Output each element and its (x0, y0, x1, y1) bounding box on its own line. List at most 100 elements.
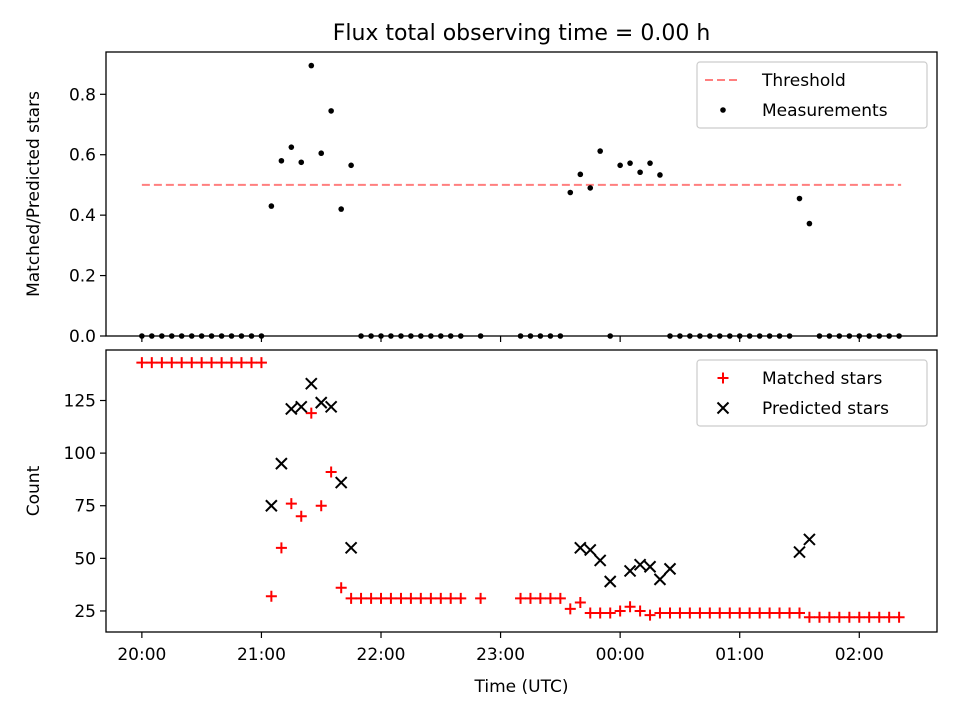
data-point (866, 333, 873, 339)
data-point (574, 541, 587, 555)
data-point (216, 357, 228, 369)
data-point (248, 333, 255, 339)
data-point (148, 333, 155, 339)
data-point (517, 333, 524, 339)
data-point (186, 357, 198, 369)
data-point (324, 400, 338, 414)
legend-marker-swatch (717, 372, 729, 384)
legend: Matched stars Predicted stars (696, 359, 928, 427)
data-point (418, 333, 424, 339)
data-point (226, 357, 238, 369)
data-point (447, 333, 454, 339)
data-point (643, 560, 657, 573)
data-point (285, 402, 298, 416)
y-tick-label: 0.4 (69, 206, 96, 226)
data-point (358, 333, 364, 339)
data-point (647, 160, 653, 166)
data-point (813, 611, 825, 623)
data-point (714, 607, 726, 619)
data-point (856, 333, 863, 339)
legend-label: Threshold (761, 71, 846, 91)
data-point (235, 357, 247, 369)
x-tick-label: 02:00 (835, 645, 884, 665)
data-point (627, 160, 633, 166)
count-panel: 25 50 75 100 125 20:00 21:00 22:00 23:00 00:00 01:… (24, 349, 938, 697)
data-point (268, 203, 275, 209)
ratio-panel: 0.0 0.2 0.4 0.6 0.8 Matched/Predicted stars Th… (24, 51, 938, 347)
data-point (457, 333, 464, 339)
data-point (873, 611, 885, 623)
data-point (255, 357, 267, 369)
data-point (166, 357, 178, 369)
data-point (707, 333, 713, 339)
data-point (298, 159, 305, 166)
data-point (694, 607, 706, 619)
data-point (537, 333, 544, 339)
data-point (667, 333, 673, 339)
data-point (258, 333, 265, 339)
data-point (577, 171, 584, 178)
data-point (315, 500, 327, 512)
data-point (455, 592, 467, 604)
data-point (604, 575, 617, 588)
data-point (716, 333, 723, 339)
data-point (833, 611, 845, 623)
legend-label: Measurements (762, 101, 888, 121)
data-point (139, 333, 145, 339)
data-point (734, 607, 746, 619)
data-point (265, 590, 277, 602)
data-point (574, 597, 586, 609)
data-point (726, 333, 733, 339)
data-point (365, 592, 377, 604)
data-point (584, 607, 596, 619)
data-point (593, 554, 607, 567)
data-point (315, 396, 328, 409)
y-tick-label: 0.8 (69, 85, 96, 105)
data-point (285, 498, 297, 510)
data-point (544, 592, 556, 604)
data-point (325, 466, 337, 478)
y-tick-label: 0.0 (69, 327, 96, 347)
data-point (368, 333, 374, 339)
data-point (344, 541, 358, 555)
data-point (594, 607, 606, 619)
data-point (584, 543, 597, 557)
data-point (653, 573, 667, 586)
x-tick-label: 20:00 (117, 645, 166, 665)
data-point (208, 333, 215, 339)
data-point (176, 357, 188, 369)
data-point (385, 592, 397, 604)
data-point (853, 611, 865, 623)
data-point (617, 162, 623, 169)
data-point (697, 333, 703, 339)
data-point (784, 607, 796, 619)
data-point (597, 148, 603, 154)
data-point (378, 333, 384, 339)
data-point (806, 220, 813, 227)
data-point (557, 333, 564, 339)
data-point (774, 607, 786, 619)
y-tick-label: 75 (74, 497, 96, 517)
legend-box (696, 359, 928, 427)
data-point (348, 162, 354, 169)
data-point (687, 333, 693, 339)
data-point (633, 558, 647, 571)
data-point (554, 592, 566, 604)
data-point (218, 333, 225, 339)
data-point (328, 108, 334, 114)
data-point (886, 333, 892, 339)
data-point (295, 510, 307, 522)
data-point (793, 607, 805, 619)
data-point (896, 333, 902, 339)
data-point (477, 333, 484, 339)
data-point (425, 592, 437, 604)
y-tick-label: 50 (74, 549, 96, 569)
data-point (883, 611, 895, 623)
series-matched-stars (136, 357, 905, 623)
data-point (634, 605, 646, 617)
data-point (846, 333, 853, 339)
data-point (744, 607, 756, 619)
data-point (198, 333, 205, 339)
data-point (318, 150, 325, 157)
